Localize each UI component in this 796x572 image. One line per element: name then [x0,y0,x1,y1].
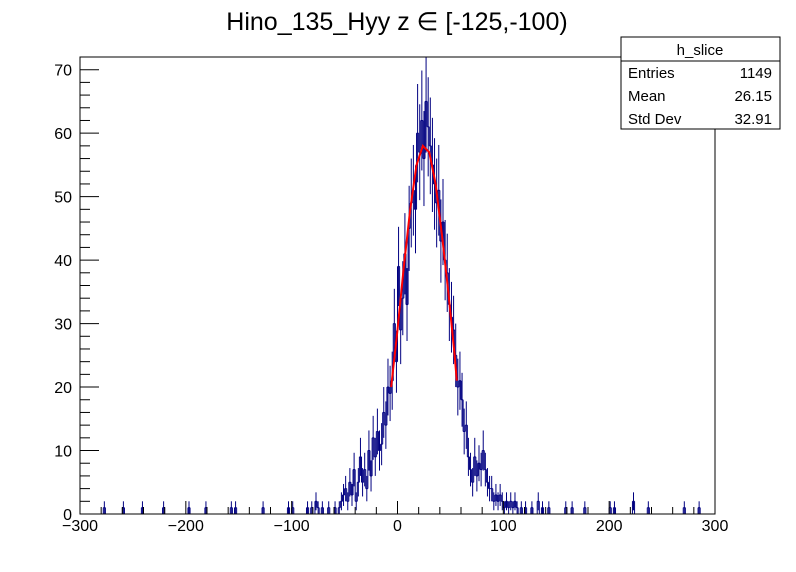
x-tick-label: −100 [274,518,310,535]
stats-entries-value: 1149 [740,65,772,82]
y-tick-label: 0 [63,507,72,524]
x-tick-label: 100 [490,518,517,535]
stats-box-title: h_slice [677,42,724,59]
stats-entries-label: Entries [628,65,675,82]
y-tick-label: 20 [54,380,72,397]
stats-mean-value: 26.15 [734,88,772,105]
y-tick-label: 60 [54,126,72,143]
y-tick-label: 30 [54,317,72,334]
x-tick-label: 200 [596,518,623,535]
stats-mean-label: Mean [628,88,666,105]
stats-stddev-label: Std Dev [628,111,682,128]
x-tick-label: −300 [62,518,98,535]
y-tick-label: 50 [54,190,72,207]
fit-curve [390,144,458,388]
stats-box-frame [620,36,781,130]
x-axis: −300 −200 −100 0 100 200 300 [62,501,728,535]
y-tick-label: 10 [54,444,72,461]
y-tick-label: 40 [54,253,72,270]
x-tick-label: 300 [702,518,729,535]
stats-stddev-value: 32.91 [734,111,772,128]
fit-curve-group [390,144,458,388]
chart-title: Hino_135_Hyy z ∈ [-125,-100) [226,8,567,36]
stats-box: h_slice Entries 1149 Mean 26.15 Std Dev … [620,36,781,130]
y-axis: 0 10 20 30 40 50 60 70 [54,56,99,524]
x-tick-label: 0 [393,518,402,535]
x-tick-label: −200 [168,518,204,535]
y-tick-label: 70 [54,63,72,80]
